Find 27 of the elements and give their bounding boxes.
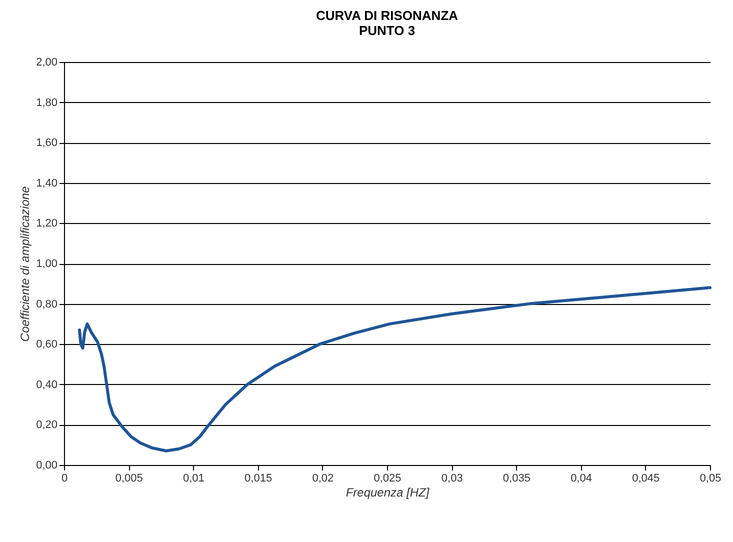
y-axis-title: Coefficiente di amplificazione xyxy=(18,186,32,342)
x-tick-label: 0,005 xyxy=(115,472,143,484)
y-tick-label: 0,20 xyxy=(36,419,58,432)
x-axis-title: Frequenza [HZ] xyxy=(346,486,430,500)
y-tick-label: 1,40 xyxy=(36,177,58,190)
y-tick-label: 1,20 xyxy=(36,218,58,230)
y-tick-label: 1,80 xyxy=(36,96,58,109)
x-tick-label: 0,05 xyxy=(700,472,722,484)
line-series xyxy=(78,286,712,452)
x-tick-label: 0,04 xyxy=(570,472,592,484)
x-tick-label: 0,01 xyxy=(182,472,204,484)
x-tick-label: 0,025 xyxy=(374,472,402,484)
x-tick-label: 0,015 xyxy=(244,472,272,484)
y-tick-label: 0,60 xyxy=(36,338,58,351)
x-tick-label: 0 xyxy=(61,472,68,484)
y-tick-label: 0,40 xyxy=(36,378,58,391)
chart-title: CURVA DI RISONANZA xyxy=(316,8,459,23)
chart-subtitle: PUNTO 3 xyxy=(358,23,416,38)
y-tick-label: 1,00 xyxy=(36,258,58,270)
y-tick-label: 1,60 xyxy=(36,137,58,150)
x-tick-label: 0,045 xyxy=(632,472,660,484)
x-tick-label: 0,035 xyxy=(502,472,530,484)
x-tick-label: 0,03 xyxy=(441,472,463,484)
x-tick-label: 0,02 xyxy=(312,472,334,484)
y-tick-label: 0,80 xyxy=(36,298,58,310)
y-tick-label: 2,00 xyxy=(36,56,58,68)
y-tick-label: 0,00 xyxy=(36,460,58,472)
